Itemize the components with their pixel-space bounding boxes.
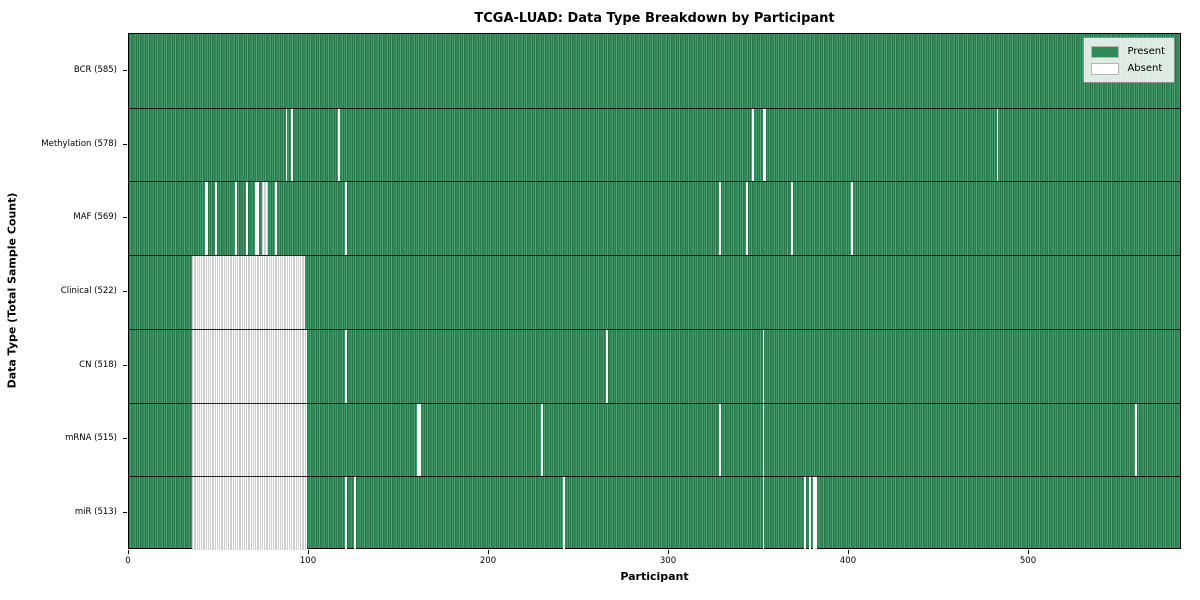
y-tick-mark — [123, 217, 127, 219]
x-tick-mark — [848, 550, 849, 554]
absent-stripe — [804, 476, 806, 550]
heatmap-plot-area — [128, 33, 1181, 550]
absent-stripe — [354, 476, 356, 550]
legend-label: Absent — [1127, 63, 1163, 74]
absent-stripe — [562, 476, 565, 550]
x-tick-label: 200 — [479, 556, 497, 566]
absent-stripe — [606, 328, 608, 403]
absent-stripe — [192, 476, 308, 550]
heatmap-row — [129, 255, 1180, 329]
x-tick-label: 400 — [839, 556, 857, 566]
absent-stripe — [274, 181, 277, 256]
y-tick-label: Clinical (522) — [60, 286, 117, 296]
absent-stripe — [192, 402, 308, 477]
absent-stripe — [1135, 402, 1137, 477]
absent-stripe — [215, 181, 218, 256]
absent-stripe — [762, 107, 767, 182]
x-tick-label: 300 — [659, 556, 677, 566]
x-tick-mark — [308, 550, 309, 554]
absent-stripe — [762, 476, 765, 550]
legend-entry: Absent — [1091, 60, 1165, 77]
absent-stripe — [417, 402, 421, 477]
heatmap-row — [129, 107, 1180, 182]
y-tick-label: BCR (585) — [73, 64, 117, 75]
heatmap-row — [129, 476, 1180, 550]
y-tick-mark — [123, 69, 127, 71]
row-separator — [129, 328, 1180, 330]
y-tick-mark — [123, 512, 127, 514]
x-tick-label: 100 — [299, 556, 317, 566]
x-tick-label: 0 — [125, 556, 131, 566]
absent-stripe — [791, 181, 794, 256]
absent-stripe — [192, 328, 308, 403]
legend-swatch — [1091, 45, 1120, 58]
row-separator — [129, 107, 1180, 109]
y-tick-mark — [123, 364, 127, 366]
y-tick-mark — [123, 143, 127, 145]
absent-stripe — [746, 181, 749, 256]
y-tick-label: MAF (569) — [73, 212, 117, 223]
absent-stripe — [345, 476, 347, 550]
y-tick-mark — [123, 291, 127, 292]
chart-title: TCGA-LUAD: Data Type Breakdown by Partic… — [474, 11, 835, 26]
absent-stripe — [255, 181, 259, 256]
absent-stripe — [850, 181, 853, 256]
absent-stripe — [762, 402, 765, 477]
x-axis-label: Participant — [620, 570, 689, 583]
absent-stripe — [541, 402, 543, 477]
row-separator — [129, 255, 1180, 257]
absent-stripe — [192, 255, 306, 329]
row-separator — [129, 402, 1180, 404]
absent-stripe — [813, 476, 817, 550]
x-tick-label: 500 — [1019, 556, 1037, 566]
x-tick-mark — [128, 550, 129, 554]
legend-entry: Present — [1091, 43, 1165, 60]
y-tick-label: miR (513) — [74, 507, 117, 518]
heatmap-row — [129, 328, 1180, 403]
legend-swatch — [1091, 62, 1120, 75]
y-tick-mark — [123, 438, 127, 440]
absent-stripe — [345, 181, 347, 256]
absent-stripe — [751, 107, 754, 182]
legend: Present Absent — [1083, 37, 1175, 83]
x-tick-mark — [668, 550, 669, 554]
row-separator — [129, 476, 1180, 478]
absent-stripe — [809, 476, 812, 550]
x-tick-mark — [488, 550, 489, 554]
absent-stripe — [762, 328, 765, 403]
row-separator — [129, 181, 1180, 183]
absent-stripe — [719, 181, 722, 256]
absent-stripe — [235, 181, 237, 256]
heatmap-row — [129, 402, 1180, 477]
absent-stripe — [337, 107, 340, 182]
absent-stripe — [719, 402, 722, 477]
x-tick-mark — [1028, 550, 1029, 554]
absent-stripe — [345, 328, 347, 403]
heatmap-row — [129, 181, 1180, 256]
y-tick-label: Methylation (578) — [41, 138, 117, 149]
absent-stripe — [291, 107, 293, 182]
heatmap-row — [129, 34, 1180, 108]
absent-stripe — [285, 107, 288, 182]
absent-stripe — [204, 181, 209, 256]
y-tick-label: mRNA (515) — [65, 433, 117, 444]
absent-stripe — [246, 181, 248, 256]
absent-stripe — [262, 181, 268, 256]
absent-stripe — [996, 107, 999, 182]
legend-label: Present — [1127, 46, 1165, 57]
y-tick-label: CN (518) — [79, 359, 117, 370]
